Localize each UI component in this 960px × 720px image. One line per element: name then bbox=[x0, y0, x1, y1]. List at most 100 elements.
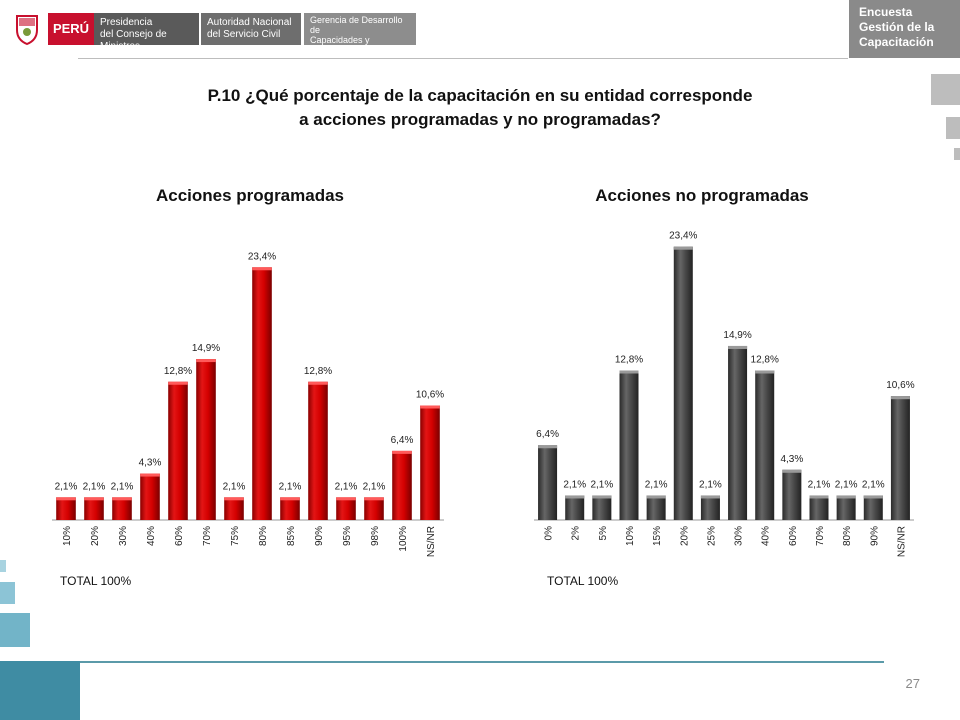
tick-label: 70% bbox=[815, 526, 826, 546]
bar-cap bbox=[84, 497, 104, 501]
tick-label: 30% bbox=[118, 526, 129, 546]
tick-label: 95% bbox=[342, 526, 353, 546]
bar-25% bbox=[700, 495, 720, 520]
decor-square-3 bbox=[954, 148, 960, 160]
peru-label: PERÚ bbox=[48, 13, 94, 45]
bar-cap bbox=[336, 497, 356, 501]
question-line1: P.10 ¿Qué porcentaje de la capacitación … bbox=[207, 86, 753, 105]
decor-bar-3 bbox=[0, 613, 30, 647]
data-label: 2,1% bbox=[83, 481, 106, 492]
question-line2: a acciones programadas y no programadas? bbox=[299, 110, 661, 129]
chart-title-programadas: Acciones programadas bbox=[155, 186, 344, 205]
bar-cap bbox=[420, 405, 440, 409]
bar-cap bbox=[890, 396, 910, 400]
tick-label: 60% bbox=[174, 526, 185, 546]
tick-label: 15% bbox=[652, 526, 663, 546]
data-label: 4,3% bbox=[139, 458, 162, 469]
bar-NS/NR bbox=[890, 396, 910, 520]
bar-80% bbox=[836, 495, 856, 520]
tick-label: 20% bbox=[679, 526, 690, 546]
data-label: 2,1% bbox=[563, 479, 586, 490]
decor-square-1 bbox=[931, 74, 960, 105]
decor-square-2 bbox=[946, 117, 960, 139]
decor-bar-2 bbox=[0, 582, 15, 604]
survey-tag-line1: Encuesta bbox=[859, 5, 913, 19]
tick-label: 80% bbox=[258, 526, 269, 546]
data-label: 10,6% bbox=[886, 380, 914, 391]
data-label: 6,4% bbox=[391, 435, 414, 446]
bar-cap bbox=[728, 345, 748, 349]
bar-98% bbox=[364, 497, 384, 520]
data-label: 14,9% bbox=[192, 343, 220, 354]
bar-cap bbox=[782, 469, 802, 473]
total-label-left: TOTAL 100% bbox=[60, 574, 132, 588]
entity-pcm: Presidencia del Consejo de Ministros bbox=[94, 13, 199, 52]
bar-cap bbox=[673, 246, 693, 250]
header-logos: PERÚ Presidencia del Consejo de Ministro… bbox=[8, 10, 428, 65]
data-label: 23,4% bbox=[669, 231, 697, 242]
bar-90% bbox=[863, 495, 883, 520]
bar-15% bbox=[646, 495, 666, 520]
tick-label: 80% bbox=[842, 526, 853, 546]
decor-footer-block bbox=[0, 661, 80, 720]
data-label: 2,1% bbox=[55, 481, 78, 492]
footer-divider bbox=[80, 661, 884, 663]
bar-0% bbox=[538, 445, 558, 520]
bar-60% bbox=[782, 469, 802, 520]
bar-40% bbox=[140, 473, 160, 520]
bar-cap bbox=[619, 370, 639, 374]
bar-90% bbox=[308, 381, 328, 520]
data-label: 12,8% bbox=[751, 354, 779, 365]
survey-tag: Encuesta Gestión de la Capacitación bbox=[849, 0, 960, 58]
tick-label: NS/NR bbox=[426, 526, 437, 557]
bar-cap bbox=[809, 495, 829, 499]
tick-label: 98% bbox=[370, 526, 381, 546]
data-label: 2,1% bbox=[835, 479, 858, 490]
tick-label: 85% bbox=[286, 526, 297, 546]
bar-cap bbox=[565, 495, 585, 499]
entity-gerencia: Gerencia de Desarrollo de Capacidades y … bbox=[304, 13, 416, 65]
bar-95% bbox=[336, 497, 356, 520]
data-label: 2,1% bbox=[862, 479, 885, 490]
data-label: 2,1% bbox=[223, 481, 246, 492]
tick-label: 30% bbox=[734, 526, 745, 546]
total-label-right: TOTAL 100% bbox=[547, 574, 619, 588]
tick-label: 0% bbox=[544, 526, 555, 541]
tick-label: 90% bbox=[869, 526, 880, 546]
tick-label: 90% bbox=[314, 526, 325, 546]
data-label: 2,1% bbox=[645, 479, 668, 490]
bar-80% bbox=[252, 267, 272, 520]
chart-no-programadas: 6,4% 0% 2,1% 2% 2,1% 5% 12,8% 10% 2,1% 15% 23,4% 20… bbox=[534, 231, 915, 557]
tick-label: 75% bbox=[230, 526, 241, 546]
data-label: 2,1% bbox=[279, 481, 302, 492]
bar-cap bbox=[112, 497, 132, 501]
data-label: 2,1% bbox=[808, 479, 831, 490]
tick-label: 10% bbox=[62, 526, 73, 546]
bar-NS/NR bbox=[420, 405, 440, 520]
bar-75% bbox=[224, 497, 244, 520]
decor-bar-1 bbox=[0, 560, 6, 572]
bar-cap bbox=[168, 381, 188, 385]
question-title: P.10 ¿Qué porcentaje de la capacitación … bbox=[0, 84, 960, 132]
tick-label: 2% bbox=[571, 526, 582, 541]
bar-10% bbox=[56, 497, 76, 520]
survey-tag-line3: Capacitación bbox=[859, 35, 934, 49]
bar-cap bbox=[224, 497, 244, 501]
bar-100% bbox=[392, 450, 412, 520]
bar-cap bbox=[538, 445, 558, 449]
bar-10% bbox=[619, 370, 639, 520]
bar-5% bbox=[592, 495, 612, 520]
bar-60% bbox=[168, 381, 188, 520]
tick-label: 10% bbox=[625, 526, 636, 546]
tick-label: 100% bbox=[398, 526, 409, 552]
tick-label: 60% bbox=[788, 526, 799, 546]
bar-70% bbox=[196, 359, 216, 520]
bar-cap bbox=[755, 370, 775, 374]
bar-cap bbox=[646, 495, 666, 499]
header-divider bbox=[78, 58, 848, 59]
bar-cap bbox=[280, 497, 300, 501]
data-label: 14,9% bbox=[723, 330, 751, 341]
bar-40% bbox=[755, 370, 775, 520]
bar-cap bbox=[700, 495, 720, 499]
tick-label: 40% bbox=[146, 526, 157, 546]
